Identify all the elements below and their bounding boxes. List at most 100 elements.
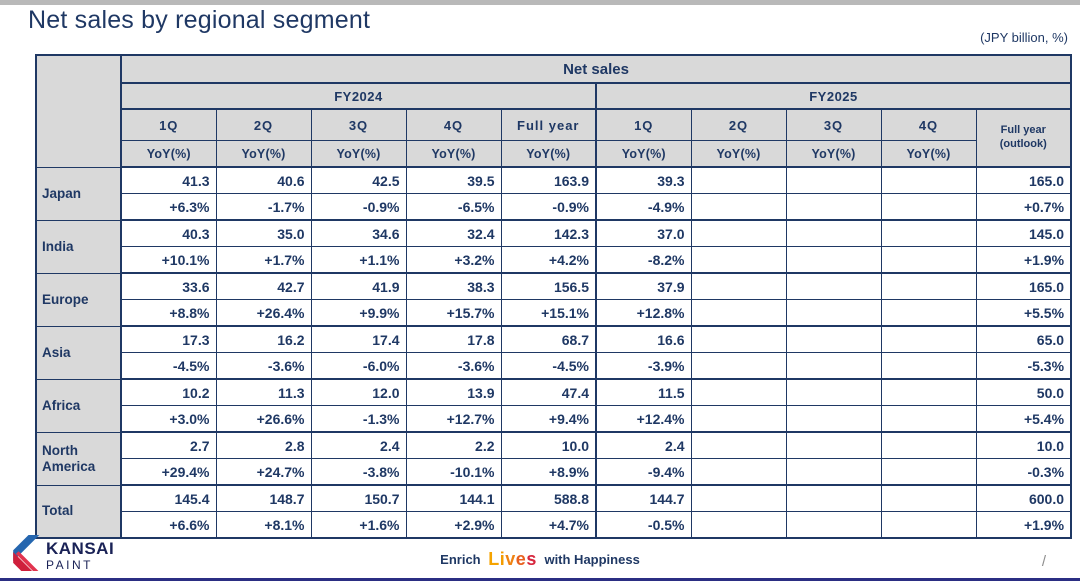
yoy-cell: -1.3% — [310, 405, 407, 433]
value-cell: 50.0 — [975, 378, 1072, 406]
value-cell — [690, 272, 787, 300]
table-body: Japan 41.3 40.6 42.5 39.5 163.9 39.3 165.0 +6.3%… — [35, 166, 1072, 539]
page-number-indicator: / — [1041, 553, 1046, 570]
value-cell: 16.2 — [215, 325, 312, 353]
yoy-cell: -5.3% — [975, 352, 1072, 380]
yoy-cell: +0.7% — [975, 193, 1072, 221]
value-cell — [785, 431, 882, 459]
value-cell: 33.6 — [120, 272, 217, 300]
outlook-header-line1: Full year — [1000, 124, 1046, 137]
region-label: Europe — [35, 272, 122, 327]
yoy-cell — [690, 299, 787, 327]
fy2024-header: FY2024 — [120, 82, 597, 110]
yoy-header: YoY(%) — [120, 140, 217, 168]
value-cell — [880, 166, 977, 194]
value-cell: 144.1 — [405, 484, 502, 512]
value-cell: 150.7 — [310, 484, 407, 512]
value-cell: 145.0 — [975, 219, 1072, 247]
yoy-cell: +26.4% — [215, 299, 312, 327]
value-cell — [880, 219, 977, 247]
yoy-cell: +3.0% — [120, 405, 217, 433]
yoy-cell: +9.9% — [310, 299, 407, 327]
yoy-cell: +12.8% — [595, 299, 692, 327]
value-cell — [690, 378, 787, 406]
yoy-cell: -4.5% — [500, 352, 597, 380]
yoy-cell — [880, 458, 977, 486]
value-cell: 17.3 — [120, 325, 217, 353]
value-cell — [690, 325, 787, 353]
value-cell: 10.0 — [500, 431, 597, 459]
region-label: Total — [35, 484, 122, 539]
value-cell — [880, 325, 977, 353]
yoy-cell: +6.6% — [120, 511, 217, 539]
value-cell — [880, 378, 977, 406]
region-label: Africa — [35, 378, 122, 433]
value-cell: 68.7 — [500, 325, 597, 353]
value-cell: 39.5 — [405, 166, 502, 194]
yoy-cell: -1.7% — [215, 193, 312, 221]
value-cell — [690, 219, 787, 247]
value-cell: 34.6 — [310, 219, 407, 247]
yoy-cell: +2.9% — [405, 511, 502, 539]
value-cell: 17.4 — [310, 325, 407, 353]
yoy-cell: +24.7% — [215, 458, 312, 486]
yoy-cell: +15.1% — [500, 299, 597, 327]
column-header-3q-fy2024: 3Q — [310, 108, 407, 141]
value-cell: 142.3 — [500, 219, 597, 247]
column-header-4q-fy2025: 4Q — [880, 108, 977, 141]
table-main-header: Net sales — [120, 54, 1072, 84]
yoy-cell: -0.9% — [500, 193, 597, 221]
yoy-cell: +1.1% — [310, 246, 407, 274]
yoy-cell: +6.3% — [120, 193, 217, 221]
yoy-cell — [785, 352, 882, 380]
yoy-cell — [690, 405, 787, 433]
yoy-cell — [785, 458, 882, 486]
column-header-3q-fy2025: 3Q — [785, 108, 882, 141]
yoy-cell: +12.7% — [405, 405, 502, 433]
value-cell: 163.9 — [500, 166, 597, 194]
value-cell — [785, 166, 882, 194]
value-cell — [880, 272, 977, 300]
value-cell: 2.7 — [120, 431, 217, 459]
value-cell: 12.0 — [310, 378, 407, 406]
value-cell: 165.0 — [975, 166, 1072, 194]
value-cell — [785, 219, 882, 247]
yoy-header: YoY(%) — [310, 140, 407, 168]
yoy-cell: -0.3% — [975, 458, 1072, 486]
yoy-cell — [785, 511, 882, 539]
logo-text: KANSAI PAINT — [46, 540, 114, 571]
tagline-lives-letter: e — [515, 549, 527, 569]
value-cell: 2.2 — [405, 431, 502, 459]
yoy-cell: +9.4% — [500, 405, 597, 433]
tagline-lives-letter: i — [499, 549, 506, 569]
yoy-cell — [880, 246, 977, 274]
yoy-cell: +3.2% — [405, 246, 502, 274]
yoy-cell: -3.6% — [215, 352, 312, 380]
bottom-edge-bar — [0, 578, 1080, 581]
tagline-with-happiness: with Happiness — [544, 552, 640, 567]
yoy-cell: +1.9% — [975, 511, 1072, 539]
column-header-2q-fy2024: 2Q — [215, 108, 312, 141]
value-cell: 42.5 — [310, 166, 407, 194]
value-cell: 144.7 — [595, 484, 692, 512]
column-header-fullyear-fy2024: Full year — [500, 108, 597, 141]
yoy-cell — [880, 299, 977, 327]
yoy-cell: -8.2% — [595, 246, 692, 274]
yoy-cell: +26.6% — [215, 405, 312, 433]
yoy-cell: +12.4% — [595, 405, 692, 433]
net-sales-table: Net sales FY2024 FY2025 1Q 2Q 3Q 4Q Full… — [35, 54, 1073, 539]
tagline-lives-letter: v — [505, 549, 516, 569]
value-cell: 11.3 — [215, 378, 312, 406]
yoy-cell: +4.7% — [500, 511, 597, 539]
tagline-lives: Lives — [488, 549, 537, 569]
value-cell: 41.3 — [120, 166, 217, 194]
yoy-header: YoY(%) — [500, 140, 597, 168]
yoy-cell: -3.9% — [595, 352, 692, 380]
value-cell — [690, 484, 787, 512]
column-header-1q-fy2025: 1Q — [595, 108, 692, 141]
yoy-cell — [690, 246, 787, 274]
value-cell: 47.4 — [500, 378, 597, 406]
outlook-header-line2: (outlook) — [999, 138, 1047, 150]
value-cell: 165.0 — [975, 272, 1072, 300]
column-header-4q-fy2024: 4Q — [405, 108, 502, 141]
